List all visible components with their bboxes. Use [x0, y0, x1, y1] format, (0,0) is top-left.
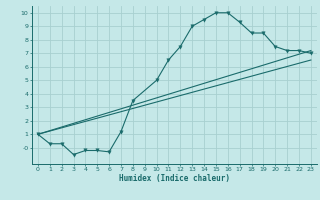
X-axis label: Humidex (Indice chaleur): Humidex (Indice chaleur) [119, 174, 230, 183]
